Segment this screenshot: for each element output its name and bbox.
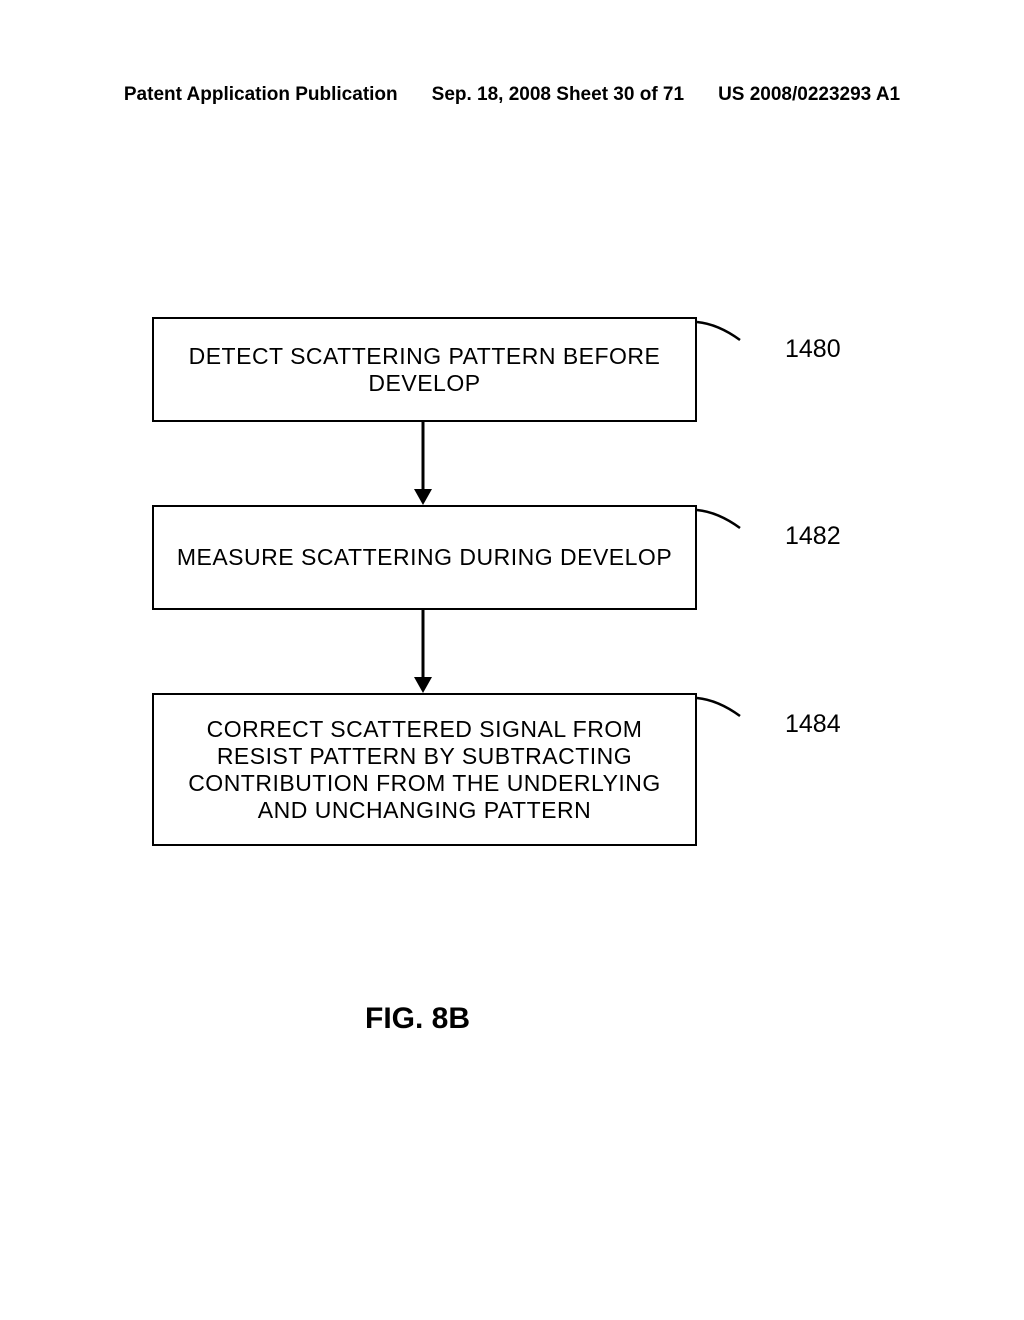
page: Patent Application Publication Sep. 18, … bbox=[0, 0, 1024, 1320]
flowchart: DETECT SCATTERING PATTERN BEFORE DEVELOP… bbox=[0, 0, 1024, 1320]
flowchart-arrow bbox=[0, 0, 1024, 1320]
figure-caption: FIG. 8B bbox=[365, 1002, 470, 1036]
